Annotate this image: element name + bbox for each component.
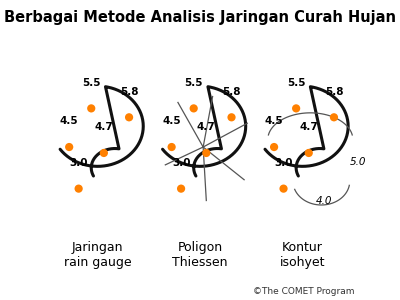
Text: Poligon
Thiessen: Poligon Thiessen — [172, 241, 228, 269]
Text: 5.5: 5.5 — [82, 78, 100, 88]
Text: 4.0: 4.0 — [316, 196, 333, 206]
Text: 3.0: 3.0 — [69, 158, 88, 168]
Text: 3.0: 3.0 — [274, 158, 293, 168]
Text: Kontur
isohyet: Kontur isohyet — [280, 241, 325, 269]
Text: 5.8: 5.8 — [222, 86, 241, 97]
Point — [76, 186, 82, 191]
Text: 4.7: 4.7 — [299, 122, 318, 132]
Point — [126, 115, 132, 120]
Point — [101, 151, 107, 155]
Point — [168, 145, 175, 149]
Text: 5.0: 5.0 — [349, 157, 366, 167]
Text: ©The COMET Program: ©The COMET Program — [253, 286, 354, 296]
Text: 4.7: 4.7 — [197, 122, 216, 132]
Point — [271, 145, 277, 149]
Text: Jaringan
rain gauge: Jaringan rain gauge — [64, 241, 131, 269]
Text: 5.5: 5.5 — [184, 78, 203, 88]
Text: Berbagai Metode Analisis Jaringan Curah Hujan: Berbagai Metode Analisis Jaringan Curah … — [4, 10, 396, 25]
Text: 5.8: 5.8 — [120, 86, 138, 97]
Text: 5.5: 5.5 — [287, 78, 305, 88]
Point — [66, 145, 72, 149]
Text: 4.5: 4.5 — [265, 116, 283, 126]
Text: 4.5: 4.5 — [60, 116, 78, 126]
Point — [203, 151, 210, 155]
Text: 5.8: 5.8 — [325, 86, 343, 97]
Point — [190, 106, 197, 111]
Point — [331, 115, 337, 120]
Point — [293, 106, 299, 111]
Point — [178, 186, 184, 191]
Text: 3.0: 3.0 — [172, 158, 190, 168]
Point — [228, 115, 235, 120]
Point — [88, 106, 94, 111]
Text: 4.5: 4.5 — [162, 116, 181, 126]
Text: 4.7: 4.7 — [94, 122, 113, 132]
Point — [306, 151, 312, 155]
Point — [280, 186, 287, 191]
